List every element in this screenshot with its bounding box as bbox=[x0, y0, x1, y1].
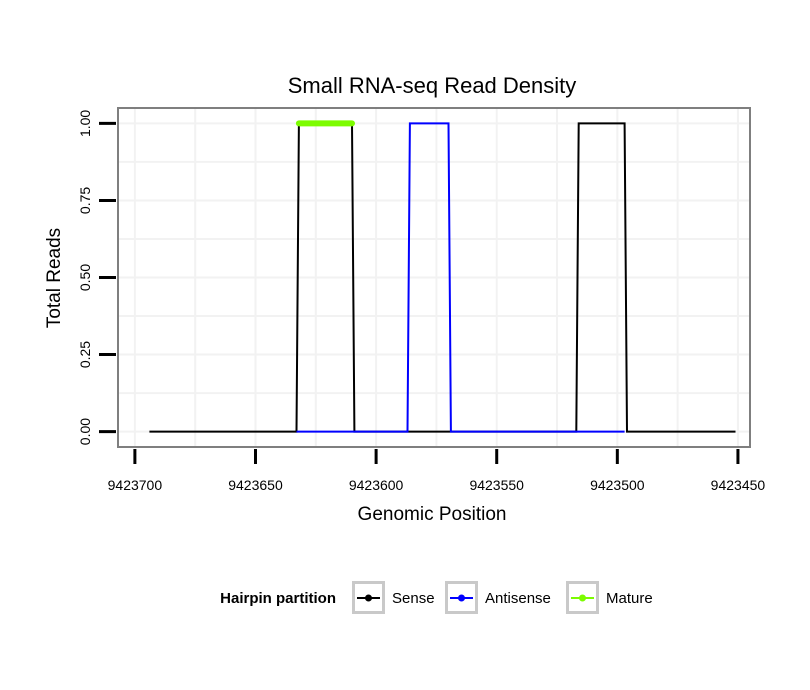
y-tick-label: 0.25 bbox=[77, 341, 93, 368]
grid-lines bbox=[118, 108, 750, 447]
legend-key-point bbox=[579, 594, 586, 602]
y-tick-label: 0.00 bbox=[77, 418, 93, 445]
legend-key-antisense bbox=[445, 581, 478, 614]
y-axis-ticks: 0.00 0.25 0.50 0.75 1.00 bbox=[77, 110, 116, 445]
legend-key-sense bbox=[352, 581, 385, 614]
x-tick-label: 9423600 bbox=[349, 477, 404, 493]
legend: Hairpin partition Sense Antisense Mature bbox=[220, 581, 653, 614]
x-axis-ticks: 9423700 9423650 9423600 9423550 9423500 94234… bbox=[108, 449, 766, 493]
x-tick-label: 9423650 bbox=[228, 477, 283, 493]
y-tick-label: 0.75 bbox=[77, 187, 93, 214]
chart-title: Small RNA-seq Read Density bbox=[288, 73, 577, 98]
legend-title: Hairpin partition bbox=[220, 590, 336, 607]
x-tick-label: 9423550 bbox=[469, 477, 524, 493]
y-axis-title: Total Reads bbox=[44, 228, 65, 328]
series-group bbox=[149, 120, 736, 433]
y-tick-label: 0.50 bbox=[77, 264, 93, 291]
legend-label-sense: Sense bbox=[392, 590, 435, 607]
plot-frame bbox=[117, 107, 751, 448]
legend-key-point bbox=[458, 594, 465, 602]
x-tick-label: 9423500 bbox=[590, 477, 645, 493]
legend-key-point bbox=[365, 594, 372, 602]
legend-label-antisense: Antisense bbox=[485, 590, 551, 607]
y-tick-label: 1.00 bbox=[77, 110, 93, 137]
x-tick-label: 9423700 bbox=[108, 477, 163, 493]
series-antisense-line bbox=[296, 122, 625, 433]
x-axis-title: Genomic Position bbox=[358, 504, 507, 525]
legend-key-mature bbox=[566, 581, 599, 614]
x-tick-label: 9423450 bbox=[711, 477, 766, 493]
legend-label-mature: Mature bbox=[606, 590, 653, 607]
